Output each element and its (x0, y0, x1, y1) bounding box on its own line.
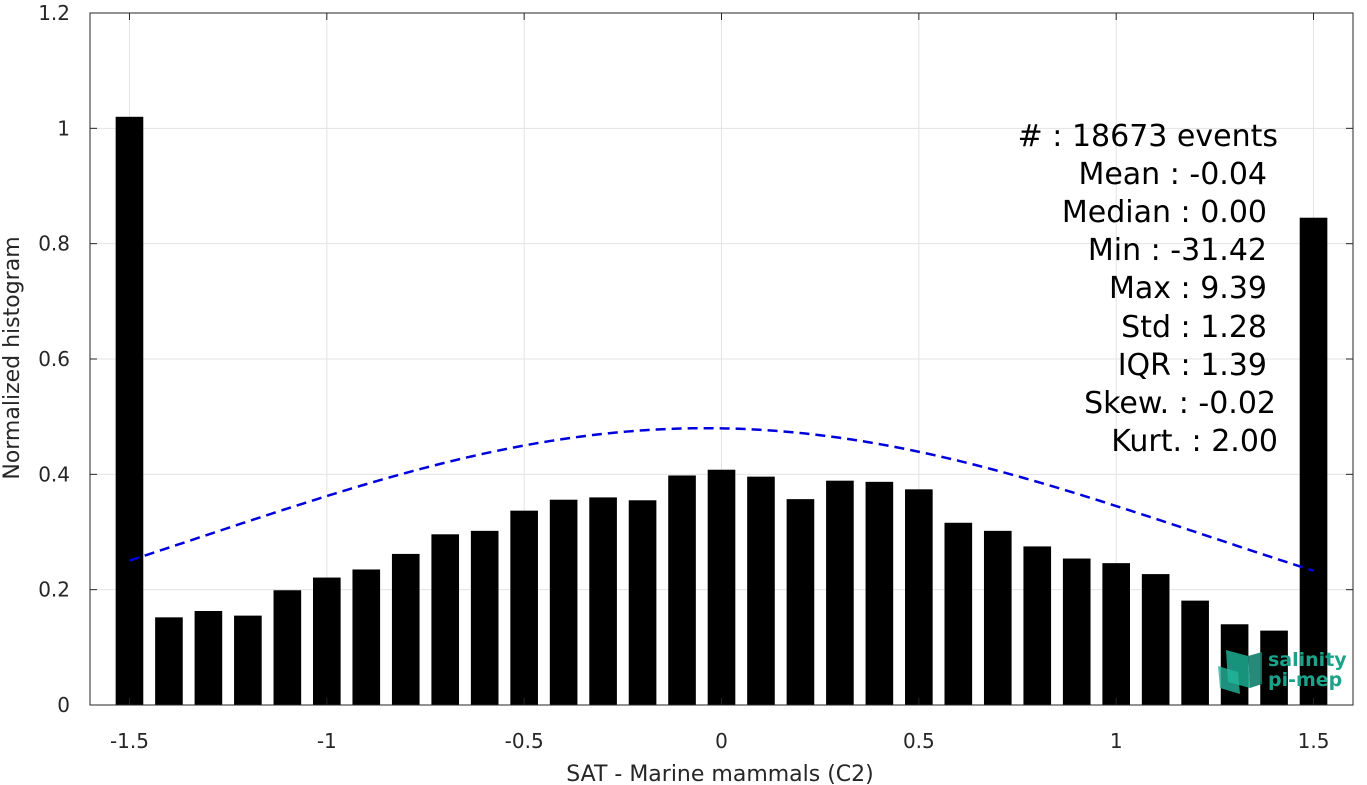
histogram-bar (944, 522, 973, 705)
histogram-bar (983, 530, 1012, 705)
x-axis-label: SAT - Marine mammals (C2) (566, 762, 874, 785)
logo-line1: salinity (1268, 649, 1347, 671)
stat-skew: Skew. : -0.02 (1084, 386, 1276, 421)
y-axis-label: Normalized histogram (0, 236, 25, 479)
histogram-bar (194, 611, 223, 705)
histogram-bar (1062, 558, 1091, 705)
histogram-bars (115, 116, 1328, 706)
y-tick-label: 0.6 (38, 347, 70, 371)
y-tick-label: 0.2 (38, 578, 70, 602)
stat-median: Median : 0.00 (1062, 195, 1267, 230)
histogram-bar (628, 500, 657, 705)
stat-kurt: Kurt. : 2.00 (1111, 424, 1278, 459)
x-tick-label: 0.5 (903, 729, 935, 753)
histogram-bar (786, 499, 815, 705)
salinity-pimep-logo: salinity pi-mep (1218, 649, 1347, 694)
histogram-bar (155, 617, 183, 705)
histogram-bar (352, 569, 381, 705)
stat-iqr: IQR : 1.39 (1118, 348, 1267, 383)
x-tick-label: -1 (317, 729, 337, 753)
histogram-bar (470, 530, 499, 705)
histogram-bar (1141, 574, 1170, 705)
histogram-bar (1181, 600, 1209, 705)
y-tick-labels: 0 0.2 0.4 0.6 0.8 1 1.2 (38, 1, 70, 717)
stat-min: Min : -31.42 (1088, 233, 1267, 268)
histogram-bar (115, 116, 144, 706)
x-tick-label: -1.5 (110, 729, 149, 753)
histogram-bar (707, 469, 736, 705)
x-tick-labels: -1.5 -1 -0.5 0 0.5 1 1.5 (110, 729, 1329, 753)
y-tick-label: 1 (57, 116, 70, 140)
histogram-bar (1299, 217, 1328, 705)
stat-std: Std : 1.28 (1121, 310, 1267, 345)
histogram-bar (1102, 563, 1131, 705)
logo-line2: pi-mep (1268, 669, 1342, 691)
histogram-bar (273, 590, 302, 705)
normal-fit-curve (129, 426, 1314, 572)
histogram-bar (431, 534, 460, 705)
histogram-bar (589, 497, 617, 705)
axis-ticks (90, 12, 1353, 706)
x-tick-label: 0 (715, 729, 728, 753)
stat-max: Max : 9.39 (1109, 271, 1267, 306)
histogram-bar (312, 577, 341, 705)
histogram-bar (668, 475, 696, 705)
histogram-bar (234, 615, 262, 705)
statistics-annotation: # : 18673 events Mean : -0.04 Median : 0… (1018, 119, 1278, 459)
x-tick-label: -0.5 (505, 729, 544, 753)
y-tick-label: 1.2 (38, 1, 70, 25)
cube-logo-icon (1218, 650, 1262, 694)
x-tick-label: 1.5 (1298, 729, 1330, 753)
histogram-bar (1260, 630, 1288, 705)
histogram-bar (391, 553, 420, 705)
histogram-bar (905, 489, 933, 705)
stat-mean: Mean : -0.04 (1078, 157, 1267, 192)
histogram-bar (510, 510, 538, 705)
histogram-bar (865, 481, 894, 705)
histogram-bar (549, 499, 578, 705)
histogram-bar (1023, 546, 1052, 705)
y-tick-label: 0.4 (38, 462, 70, 486)
y-tick-label: 0.8 (38, 232, 70, 256)
stat-events: # : 18673 events (1018, 119, 1278, 154)
x-tick-label: 1 (1110, 729, 1123, 753)
histogram-bar (826, 480, 854, 705)
histogram-bar (747, 476, 775, 705)
y-tick-label: 0 (57, 693, 70, 717)
